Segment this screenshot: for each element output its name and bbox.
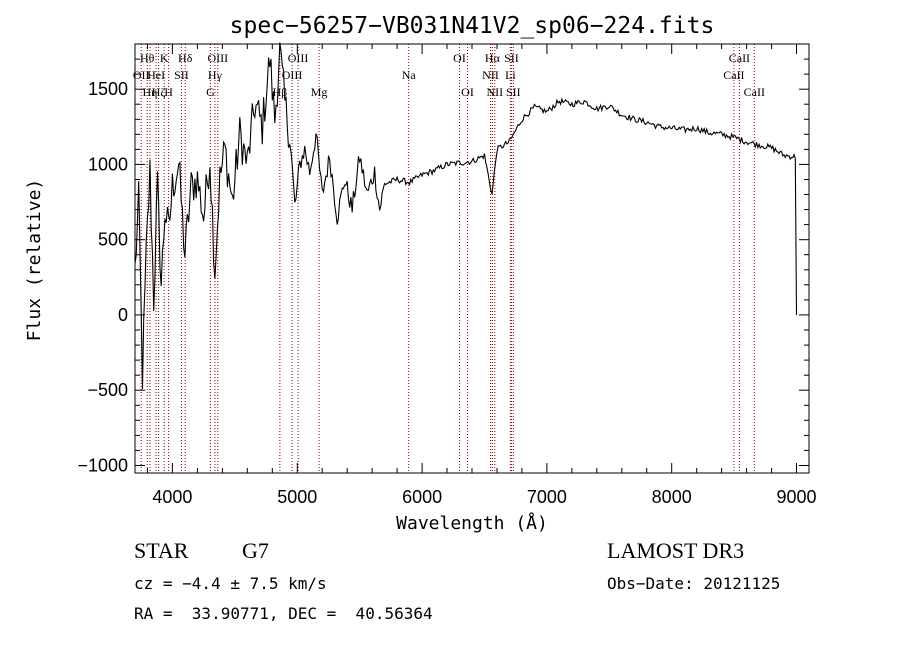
- chart-title: spec−56257−VB031N41V2_sp06−224.fits: [230, 13, 715, 39]
- line-marker-label-15: Mg: [311, 85, 328, 99]
- subclass: G7: [242, 538, 269, 563]
- line-marker-label-11: OIII: [207, 51, 228, 65]
- line-marker-label-3: HeI: [147, 68, 165, 82]
- tick-labels: 4000 5000 6000 7000 8000 9000 −1000 −500 0 500 100…: [77, 79, 816, 507]
- plot-axes: [134, 43, 810, 474]
- x-tick-label: 6000: [402, 487, 442, 507]
- y-tick-label: −500: [87, 380, 128, 400]
- spectrum-series: [134, 42, 798, 390]
- line-marker-label-23: SII: [504, 51, 519, 65]
- line-marker-label-7: SII: [174, 68, 189, 82]
- line-marker-label-24: SII: [506, 85, 521, 99]
- line-marker-label-26: CaII: [729, 51, 750, 65]
- x-tick-label: 7000: [527, 487, 567, 507]
- y-tick-label: −1000: [77, 456, 128, 476]
- spectral-line-markers: OIIHθHηHeIHζKHSIIHδGHγOIIIHβOIIIOIIIMgNa…: [133, 44, 765, 473]
- line-marker-label-16: Na: [402, 68, 417, 82]
- line-marker-label-12: Hβ: [273, 85, 288, 99]
- x-axis-label: Wavelength (Å): [396, 512, 548, 534]
- plot-frame: [134, 43, 810, 474]
- y-tick-label: 500: [98, 230, 128, 250]
- line-marker-label-13: OIII: [282, 68, 303, 82]
- line-marker-label-5: K: [160, 51, 169, 65]
- line-marker-label-17: OI: [453, 51, 466, 65]
- y-tick-label: 0: [118, 305, 128, 325]
- line-marker-label-6: H: [164, 85, 173, 99]
- coordinates: RA = 33.90771, DEC = 40.56364: [134, 604, 433, 623]
- x-tick-label: 4000: [152, 487, 192, 507]
- line-marker-label-18: OI: [461, 85, 474, 99]
- redshift-cz: cz = −4.4 ± 7.5 km/s: [134, 574, 327, 593]
- series-line-spectrum: [134, 42, 798, 390]
- y-tick-label: 1500: [88, 79, 128, 99]
- line-marker-label-21: NII: [486, 85, 503, 99]
- survey-name: LAMOST DR3: [607, 538, 745, 563]
- line-marker-label-1: Hθ: [140, 51, 155, 65]
- line-marker-label-10: Hγ: [208, 68, 223, 82]
- line-marker-label-4: Hζ: [152, 85, 166, 99]
- line-marker-label-27: CaII: [744, 85, 765, 99]
- y-axis-label: Flux (relative): [24, 179, 45, 342]
- y-tick-label: 1000: [88, 154, 128, 174]
- line-marker-label-22: Li: [505, 68, 516, 82]
- line-marker-label-19: NII: [482, 68, 499, 82]
- line-marker-label-20: Hα: [485, 51, 501, 65]
- line-marker-label-2: Hη: [143, 85, 158, 99]
- line-marker-label-9: G: [206, 85, 215, 99]
- line-marker-label-25: CaII: [723, 68, 744, 82]
- line-marker-label-0: OII: [133, 68, 150, 82]
- obs-date: Obs−Date: 20121125: [607, 574, 781, 593]
- x-tick-label: 9000: [776, 487, 816, 507]
- line-marker-label-14: OIII: [288, 51, 309, 65]
- x-tick-label: 5000: [277, 487, 317, 507]
- object-class: STAR: [134, 538, 189, 563]
- line-marker-label-8: Hδ: [178, 51, 193, 65]
- x-tick-label: 8000: [652, 487, 692, 507]
